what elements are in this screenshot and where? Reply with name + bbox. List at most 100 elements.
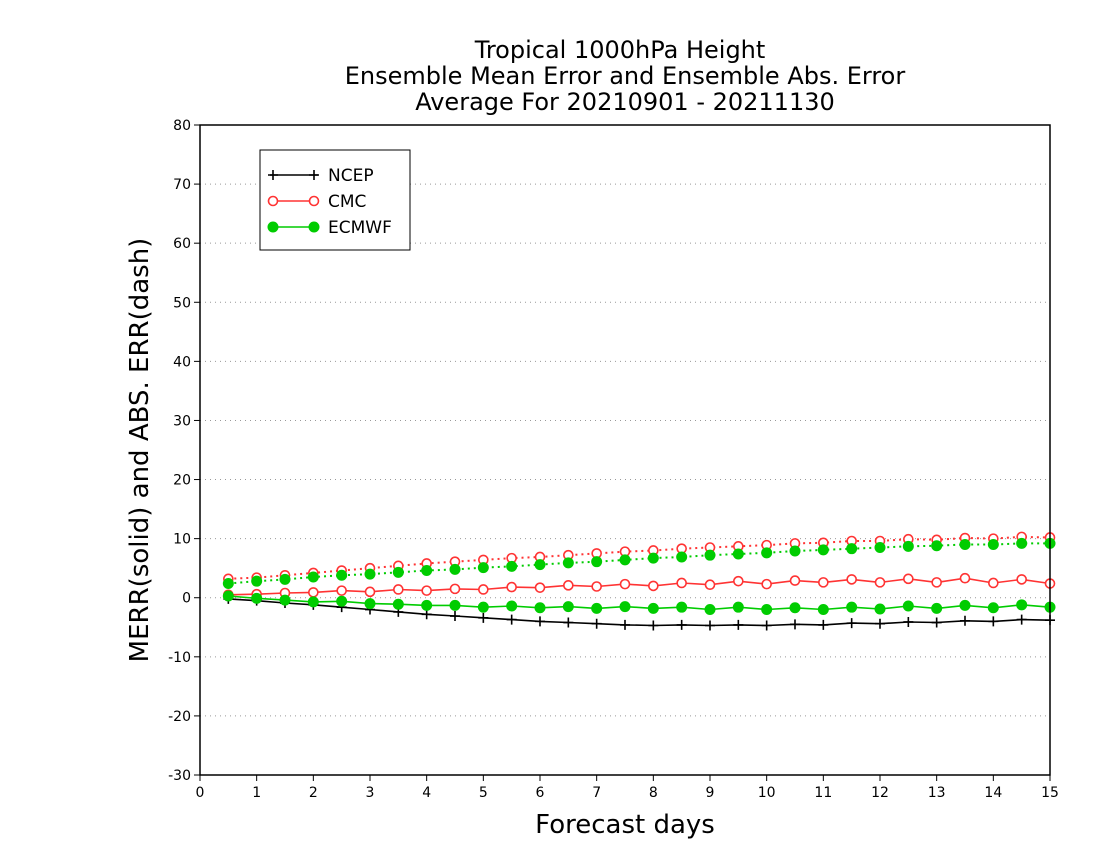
ecmwf-merr-point — [761, 604, 773, 616]
ecmwf-merr-point — [449, 599, 461, 611]
ecmwf-abs-err-point — [591, 556, 603, 568]
ecmwf-abs-err-point — [251, 575, 263, 587]
ecmwf-merr-point — [364, 598, 376, 610]
chart-title: Tropical 1000hPa Height Ensemble Mean Er… — [345, 36, 906, 116]
ecmwf-abs-err-line — [228, 542, 1050, 585]
legend-label: NCEP — [328, 166, 374, 186]
ecmwf-merr-point — [307, 596, 319, 608]
ncep-merr-point — [450, 611, 460, 622]
ecmwf-merr-point — [421, 599, 433, 611]
x-tick-label: 1 — [252, 785, 261, 801]
ecmwf-merr-point — [647, 602, 659, 614]
ecmwf-merr-point — [1016, 599, 1028, 611]
cmc-merr-point — [761, 578, 772, 590]
ecmwf-merr-point — [846, 601, 858, 613]
cmc-merr-point — [308, 587, 319, 598]
x-tick-label: 9 — [706, 785, 715, 801]
ecmwf-merr-point — [931, 602, 943, 614]
cmc-merr-point — [676, 577, 687, 589]
ncep-merr-point — [761, 620, 772, 631]
series-ncep — [223, 593, 1055, 631]
x-tick-label: 3 — [366, 785, 375, 801]
cmc-merr-point — [449, 583, 461, 595]
ecmwf-merr-point — [817, 604, 829, 616]
x-tick-label: 10 — [758, 785, 776, 801]
x-tick-label: 2 — [309, 785, 318, 801]
ecmwf-merr-point — [789, 602, 801, 614]
grid-lines — [200, 183, 1050, 717]
ncep-merr-point — [846, 618, 857, 629]
y-tick-label: 70 — [173, 177, 191, 193]
legend-marker — [267, 195, 279, 207]
plot-frame — [199, 124, 1051, 776]
cmc-merr-point — [789, 575, 801, 586]
cmc-merr-point — [818, 577, 829, 588]
ecmwf-abs-err-point — [364, 568, 376, 580]
ncep-merr-point — [648, 620, 659, 631]
ecmwf-merr-point — [987, 602, 999, 614]
ecmwf-abs-err-point — [902, 540, 914, 552]
ecmwf-abs-err-point — [931, 540, 943, 552]
ecmwf-merr-point — [477, 601, 489, 613]
y-tick-label: 50 — [173, 295, 191, 311]
ecmwf-abs-err-point — [506, 560, 518, 572]
cmc-merr-point — [931, 577, 942, 588]
chart-title-line-3: Average For 20210901 - 20211130 — [415, 88, 835, 116]
cmc-merr-point — [478, 584, 489, 595]
cmc-merr-point — [988, 577, 999, 589]
y-tick-label: -30 — [168, 768, 191, 784]
ecmwf-merr-point — [902, 600, 914, 612]
series-ecmwf — [222, 537, 1056, 616]
ncep-merr-point — [875, 618, 885, 629]
cmc-merr-point — [874, 577, 886, 588]
cmc-merr-point — [534, 582, 546, 593]
ecmwf-abs-err-point — [676, 551, 688, 563]
y-tick-label: 10 — [173, 532, 191, 548]
legend-marker — [308, 195, 320, 207]
cmc-merr-point — [846, 574, 857, 585]
x-tick-label: 13 — [928, 785, 946, 801]
y-tick-label: 60 — [173, 236, 191, 252]
plot-area — [222, 531, 1056, 631]
x-axis-label: Forecast days — [535, 810, 715, 840]
y-tick-label: -10 — [168, 650, 191, 666]
ncep-merr-point — [535, 616, 545, 627]
cmc-abs-err-line — [228, 535, 1051, 580]
cmc-merr-point — [704, 579, 716, 591]
cmc-merr-point — [563, 580, 574, 591]
ecmwf-merr-point — [222, 590, 234, 602]
legend-marker — [308, 221, 320, 233]
cmc-merr-point — [619, 578, 631, 590]
ecmwf-merr-point — [279, 594, 291, 606]
legend-marker — [267, 221, 279, 233]
ecmwf-abs-err-point — [874, 542, 886, 553]
ecmwf-abs-err-point — [704, 549, 716, 561]
legend-item-cmc: CMC — [267, 192, 366, 212]
ecmwf-abs-err-point — [421, 565, 433, 577]
ecmwf-abs-err-point — [619, 554, 631, 566]
series-cmc — [223, 531, 1056, 601]
cmc-merr-point — [336, 585, 347, 596]
cmc-merr-point — [393, 584, 404, 595]
ecmwf-abs-err-point — [789, 545, 801, 557]
ecmwf-abs-err-point — [477, 562, 489, 574]
ncep-merr-point — [903, 616, 914, 627]
ecmwf-merr-point — [676, 601, 688, 613]
ecmwf-abs-err-point — [761, 547, 773, 559]
ecmwf-merr-point — [591, 602, 603, 614]
ecmwf-merr-point — [704, 604, 716, 616]
ncep-merr-point — [988, 616, 999, 627]
ecmwf-abs-err-point — [222, 578, 234, 590]
y-tick-label: 20 — [173, 473, 191, 489]
x-tick-label: 5 — [479, 785, 488, 801]
y-axis: -30 -20 -10 0 10 20 30 40 50 60 70 80 — [168, 118, 200, 784]
y-tick-label: 30 — [173, 413, 191, 429]
ecmwf-merr-point — [534, 602, 546, 614]
y-tick-label: 0 — [182, 591, 191, 607]
cmc-merr-line — [228, 577, 1051, 596]
ecmwf-merr-point — [874, 603, 886, 615]
x-axis: 0 1 2 3 4 5 6 7 8 9 10 11 12 13 14 15 — [196, 775, 1059, 801]
legend-box — [259, 149, 411, 251]
ecmwf-abs-err-point — [534, 559, 546, 571]
